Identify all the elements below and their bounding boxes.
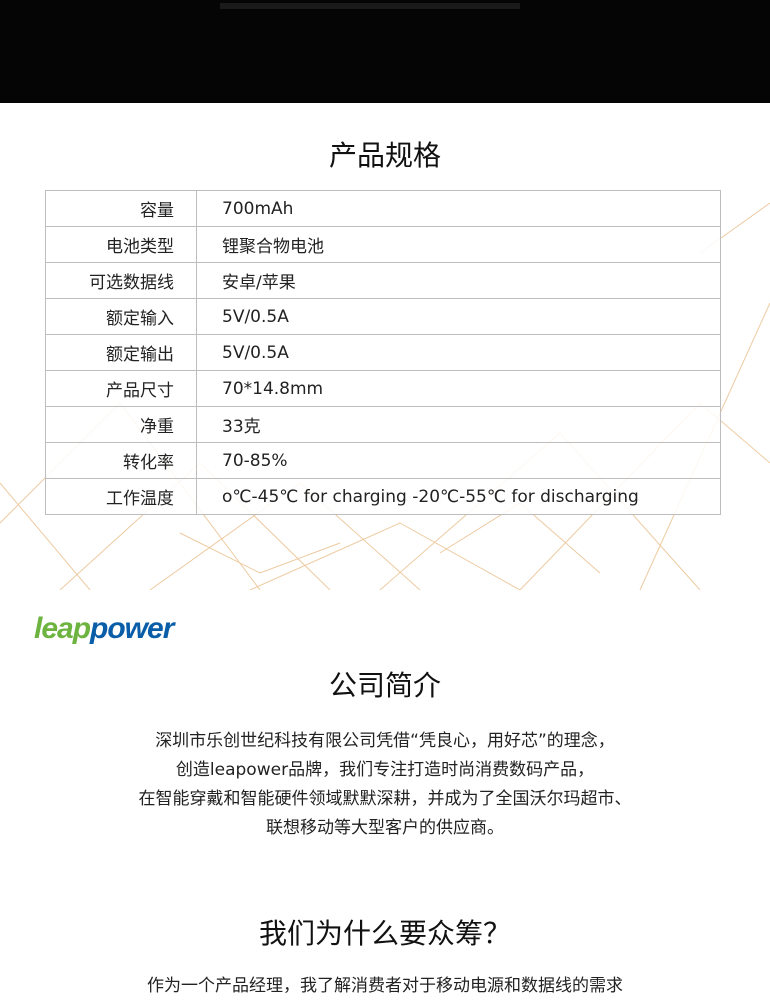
intro-line: 创造leapower品牌，我们专注打造时尚消费数码产品， bbox=[175, 760, 595, 780]
spec-title: 产品规格 bbox=[328, 139, 441, 172]
spec-row: 电池类型 锂聚合物电池 bbox=[45, 226, 721, 263]
spec-value: 700mAh bbox=[196, 190, 721, 227]
company-title: 公司简介 bbox=[328, 669, 441, 702]
spec-value: o℃-45℃ for charging -20℃-55℃ for dischar… bbox=[196, 478, 721, 515]
leapower-logo: leappower bbox=[34, 612, 174, 645]
spec-row: 工作温度 o℃-45℃ for charging -20℃-55℃ for dis… bbox=[45, 478, 721, 515]
spec-value: 锂聚合物电池 bbox=[196, 226, 721, 263]
spec-value: 33克 bbox=[196, 406, 721, 443]
spec-key: 工作温度 bbox=[45, 478, 197, 515]
why-title: 我们为什么要众筹？ bbox=[258, 917, 511, 950]
spec-value: 70-85% bbox=[196, 442, 721, 479]
spec-row: 转化率 70-85% bbox=[45, 442, 721, 479]
spec-value: 70*14.8mm bbox=[196, 370, 721, 407]
spec-value: 安卓/苹果 bbox=[196, 262, 721, 299]
intro-line: 在智能穿戴和智能硬件领域默默深耕，并成为了全国沃尔玛超市、 bbox=[138, 789, 632, 809]
top-banner-image bbox=[0, 0, 770, 103]
spec-value: 5V/0.5A bbox=[196, 334, 721, 371]
spec-key: 电池类型 bbox=[45, 226, 197, 263]
spec-key: 容量 bbox=[45, 190, 197, 227]
spec-key: 转化率 bbox=[45, 442, 197, 479]
company-intro: 深圳市乐创世纪科技有限公司凭借“凭良心，用好芯”的理念， 创造leapower品… bbox=[0, 727, 770, 843]
spec-row: 净重 33克 bbox=[45, 406, 721, 443]
spec-key: 净重 bbox=[45, 406, 197, 443]
spec-key: 可选数据线 bbox=[45, 262, 197, 299]
spec-key: 额定输出 bbox=[45, 334, 197, 371]
intro-line: 联想移动等大型客户的供应商。 bbox=[266, 818, 504, 838]
spec-key: 产品尺寸 bbox=[45, 370, 197, 407]
intro-line: 深圳市乐创世纪科技有限公司凭借“凭良心，用好芯”的理念， bbox=[155, 731, 615, 751]
spec-row: 可选数据线 安卓/苹果 bbox=[45, 262, 721, 299]
spec-row: 容量 700mAh bbox=[45, 190, 721, 227]
spec-row: 额定输出 5V/0.5A bbox=[45, 334, 721, 371]
spec-key: 额定输入 bbox=[45, 298, 197, 335]
spec-row: 额定输入 5V/0.5A bbox=[45, 298, 721, 335]
spec-table: 容量 700mAh 电池类型 锂聚合物电池 可选数据线 安卓/苹果 额定输入 5V/0.5A 额… bbox=[45, 190, 721, 515]
why-text: 作为一个产品经理，我了解消费者对于移动电源和数据线的需求 bbox=[147, 976, 623, 996]
spec-row: 产品尺寸 70*14.8mm bbox=[45, 370, 721, 407]
spec-value: 5V/0.5A bbox=[196, 298, 721, 335]
